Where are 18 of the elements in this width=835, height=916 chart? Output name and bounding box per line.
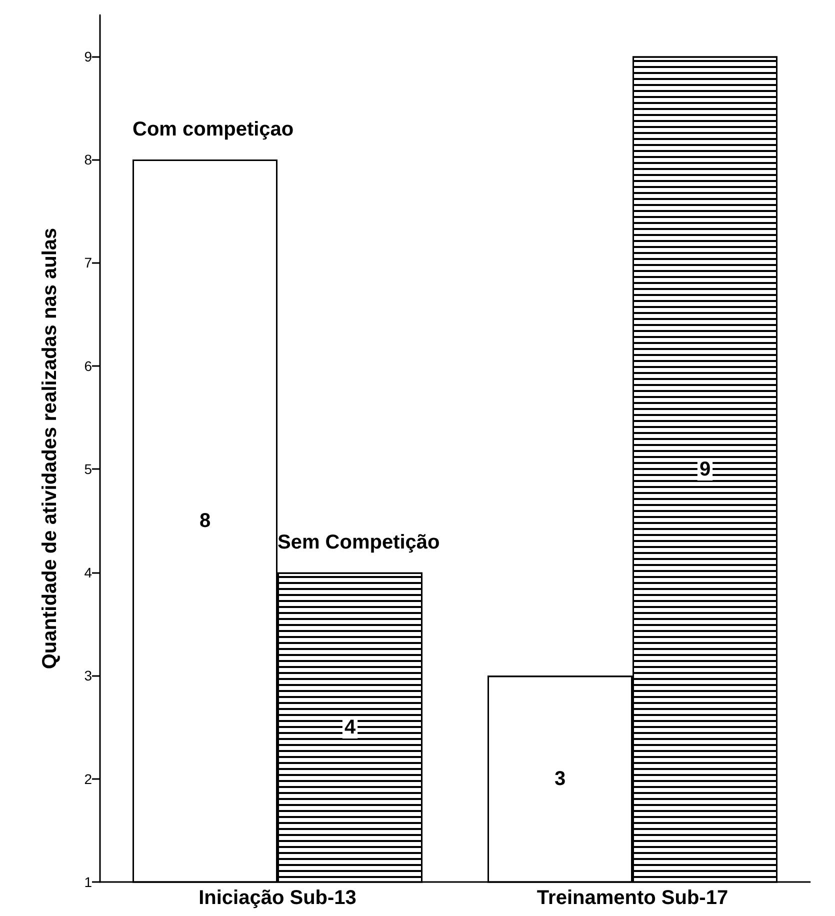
data-label: 4 [344, 716, 356, 739]
data-label: 9 [699, 458, 711, 481]
y-tick-label: 5 [84, 461, 92, 478]
y-axis-title: Quantidade de atividades realizadas nas aulas [39, 228, 61, 670]
y-tick-label: 9 [84, 48, 92, 64]
y-tick-label: 7 [84, 254, 92, 271]
y-tick-label: 1 [84, 874, 92, 890]
y-tick-label: 6 [84, 358, 92, 374]
series-label: Sem Competição [278, 531, 440, 554]
x-tick-label: Iniciação Sub-13 [198, 887, 356, 909]
data-label: 3 [554, 768, 566, 790]
y-tick-label: 2 [84, 770, 92, 787]
data-label: 8 [199, 510, 211, 532]
y-tick-label: 3 [84, 668, 92, 684]
x-tick-label: Treinamento Sub-17 [536, 887, 728, 909]
series-label: Com competiçao [132, 118, 294, 140]
y-tick-label: 4 [84, 564, 92, 580]
y-tick-label: 8 [84, 152, 92, 168]
